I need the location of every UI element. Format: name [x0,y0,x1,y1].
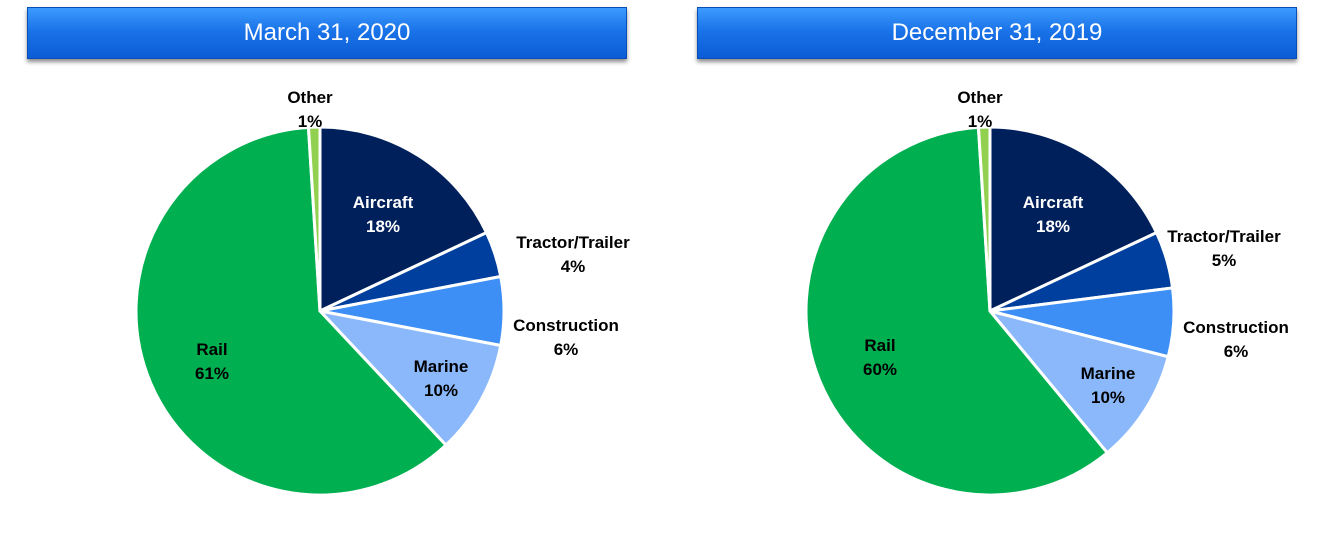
pie-slice-aircraft [988,125,1158,313]
category-label-rail: Rail [196,340,227,359]
data-label-construction: Construction 6% [1183,318,1289,361]
pie-chart-december-2019: Aircraft 18% Tractor/Trailer 5% Construction… [804,88,1289,497]
percent-label-construction: 6% [554,340,579,359]
pie-chart-march-2020: Aircraft 18% Tractor/Trailer 4% Construction… [134,88,630,497]
percent-label-tractor-trailer: 4% [561,257,586,276]
chart-title-december-2019: December 31, 2019 [697,7,1297,59]
percent-label-other: 1% [968,112,993,131]
category-label-marine: Marine [414,357,469,376]
category-label-tractor-trailer: Tractor/Trailer [516,233,630,252]
pie-slice-other [306,125,322,313]
pie-slice-marine [318,309,503,447]
category-label-construction: Construction [513,316,619,335]
percent-label-marine: 10% [424,381,458,400]
data-label-marine: Marine 10% [414,357,469,400]
percent-label-aircraft: 18% [366,217,400,236]
category-label-aircraft: Aircraft [353,193,414,212]
category-label-other: Other [957,88,1003,107]
data-label-rail: Rail 61% [195,340,229,383]
pie-slice-other [976,125,992,313]
percent-label-construction: 6% [1224,342,1249,361]
percent-label-rail: 61% [195,364,229,383]
pie-slice-aircraft [318,125,488,313]
data-label-aircraft: Aircraft 18% [1023,193,1084,236]
pie-slice-rail [134,125,448,497]
data-label-other: Other 1% [287,88,333,131]
category-label-aircraft: Aircraft [1023,193,1084,212]
data-label-rail: Rail 60% [863,336,897,379]
category-label-marine: Marine [1081,364,1136,383]
pie-slice-rail [804,125,1109,497]
percent-label-rail: 60% [863,360,897,379]
percent-label-aircraft: 18% [1036,217,1070,236]
percent-label-other: 1% [298,112,323,131]
data-label-other: Other 1% [957,88,1003,131]
category-label-tractor-trailer: Tractor/Trailer [1167,227,1281,246]
category-label-rail: Rail [864,336,895,355]
data-label-marine: Marine 10% [1081,364,1136,407]
data-label-tractor-trailer: Tractor/Trailer 4% [516,233,630,276]
pie-slice-marine [988,309,1170,455]
percent-label-tractor-trailer: 5% [1212,251,1237,270]
data-label-tractor-trailer: Tractor/Trailer 5% [1167,227,1281,270]
percent-label-marine: 10% [1091,388,1125,407]
data-label-construction: Construction 6% [513,316,619,359]
chart-title-march-2020: March 31, 2020 [27,7,627,59]
data-label-aircraft: Aircraft 18% [353,193,414,236]
category-label-other: Other [287,88,333,107]
category-label-construction: Construction [1183,318,1289,337]
